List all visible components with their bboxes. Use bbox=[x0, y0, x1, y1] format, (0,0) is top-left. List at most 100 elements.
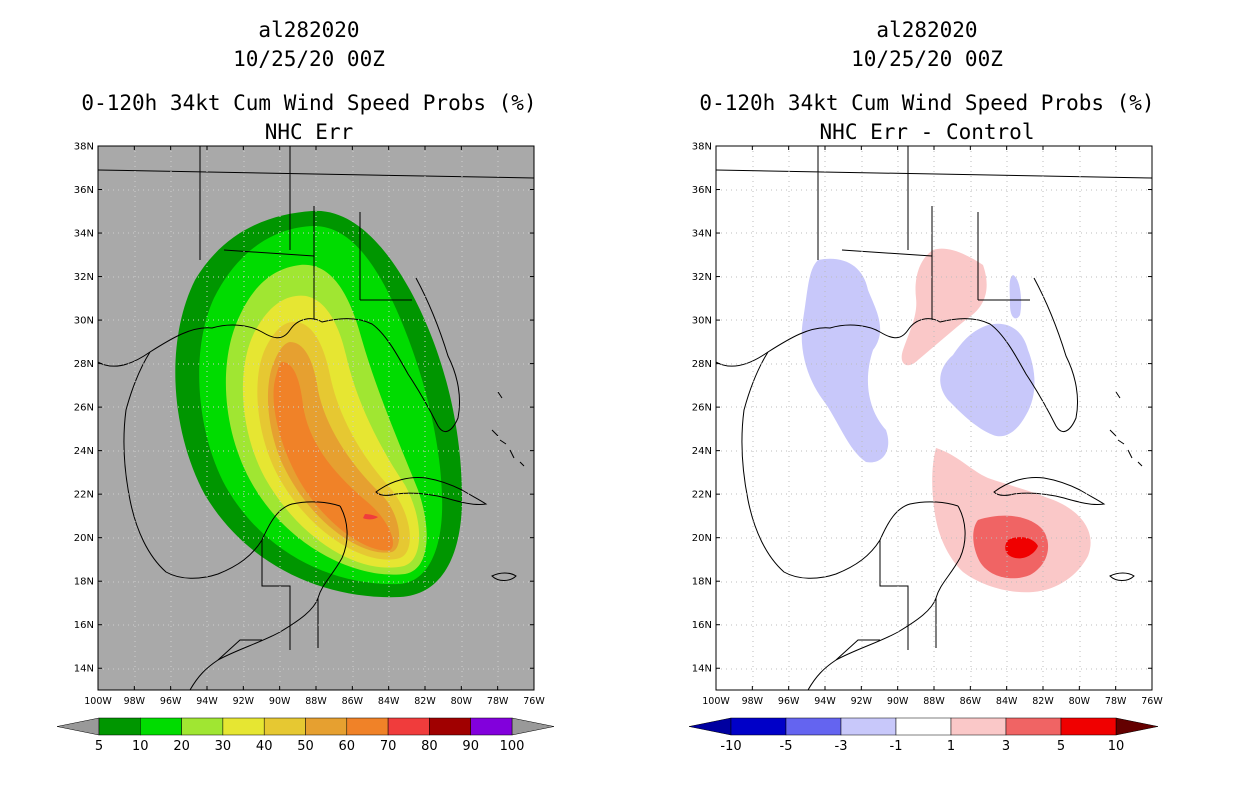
diff-negative-strip bbox=[1009, 275, 1022, 319]
colorbar-over-triangle bbox=[511, 717, 555, 736]
colorbar-swatch bbox=[1005, 717, 1062, 736]
colorbar-label: 50 bbox=[297, 739, 314, 754]
left-probability-contours bbox=[175, 210, 463, 598]
cuba-coastline bbox=[375, 477, 488, 505]
lat-label: 36N bbox=[692, 185, 712, 196]
right-datetime: 10/25/20 00Z bbox=[851, 47, 1003, 71]
lon-label: 100W bbox=[702, 696, 730, 707]
lat-label: 28N bbox=[692, 359, 712, 370]
lon-label: 78W bbox=[487, 696, 509, 707]
prob-contour-30 bbox=[242, 295, 420, 568]
prob-contour-20 bbox=[225, 264, 427, 575]
prob-contour-70 bbox=[363, 514, 378, 520]
lon-label: 94W bbox=[814, 696, 836, 707]
left-storm-id: al282020 bbox=[258, 18, 360, 42]
right-map-frame bbox=[715, 145, 1153, 691]
lat-label: 26N bbox=[74, 403, 94, 414]
lon-label: 84W bbox=[378, 696, 400, 707]
lon-label: 82W bbox=[1032, 696, 1054, 707]
lon-label: 86W bbox=[960, 696, 982, 707]
colorbar-swatch bbox=[895, 717, 952, 736]
lat-label: 36N bbox=[74, 185, 94, 196]
lat-label: 24N bbox=[74, 446, 94, 457]
lat-label: 26N bbox=[692, 403, 712, 414]
central-america-borders bbox=[835, 540, 937, 661]
lon-label: 76W bbox=[523, 696, 545, 707]
right-lon-axis: 100W 98W 96W 94W 92W 90W 88W 86W 84W 82W 80W 78W 76W bbox=[702, 146, 1163, 707]
colorbar-label: 90 bbox=[462, 739, 479, 754]
left-lon-axis: 100W 98W 96W 94W 92W 90W 88W 86W 84W 82W 80W 78W 76W bbox=[84, 146, 545, 707]
lon-label: 96W bbox=[778, 696, 800, 707]
diff-negative-west bbox=[801, 258, 889, 463]
texas-mexico-coastline bbox=[741, 351, 959, 579]
right-colorbar: -10 -5 -3 -1 1 3 5 10 bbox=[688, 717, 1159, 754]
yucatan-coastline bbox=[189, 505, 348, 690]
lat-label: 30N bbox=[74, 316, 94, 327]
yucatan-coastline bbox=[807, 505, 966, 690]
colorbar-label: 10 bbox=[132, 739, 149, 754]
right-subtitle: NHC Err - Control bbox=[819, 120, 1035, 144]
right-storm-id: al282020 bbox=[876, 18, 978, 42]
diff-positive-3 bbox=[973, 515, 1049, 579]
right-title: 0-120h 34kt Cum Wind Speed Probs (%) bbox=[699, 91, 1155, 115]
lat-label: 34N bbox=[692, 229, 712, 240]
colorbar-swatch bbox=[1060, 717, 1117, 736]
right-panel: al282020 10/25/20 00Z 0-120h 34kt Cum Wi… bbox=[618, 0, 1236, 800]
colorbar-swatch bbox=[785, 717, 842, 736]
lat-label: 20N bbox=[692, 533, 712, 544]
bahamas-coastline bbox=[1109, 391, 1143, 467]
colorbar-under-triangle bbox=[688, 717, 732, 736]
lat-label: 14N bbox=[692, 664, 712, 675]
cuba-coastline bbox=[993, 477, 1106, 505]
colorbar-label: 5 bbox=[1057, 739, 1065, 754]
left-map-frame bbox=[97, 145, 535, 691]
colorbar-label: 5 bbox=[95, 739, 103, 754]
colorbar-label: 100 bbox=[500, 739, 525, 754]
left-map-background bbox=[98, 146, 534, 690]
lat-label: 20N bbox=[74, 533, 94, 544]
lon-label: 98W bbox=[124, 696, 146, 707]
lon-label: 98W bbox=[742, 696, 764, 707]
lat-label: 32N bbox=[692, 272, 712, 283]
colorbar-label: 10 bbox=[1108, 739, 1125, 754]
lon-label: 92W bbox=[851, 696, 873, 707]
colorbar-swatch bbox=[470, 717, 513, 736]
colorbar-swatch bbox=[950, 717, 1007, 736]
diff-positive-5 bbox=[1005, 537, 1038, 559]
texas-mexico-coastline bbox=[123, 351, 341, 579]
left-colorbar: 5 10 20 30 40 50 60 70 80 90 100 bbox=[56, 717, 555, 754]
colorbar-swatch bbox=[305, 717, 348, 736]
colorbar-swatch bbox=[429, 717, 471, 736]
lat-label: 16N bbox=[692, 620, 712, 631]
lon-label: 92W bbox=[233, 696, 255, 707]
colorbar-over-triangle bbox=[1115, 717, 1159, 736]
colorbar-under-triangle bbox=[56, 717, 100, 736]
lon-label: 90W bbox=[269, 696, 291, 707]
prob-contour-40 bbox=[257, 321, 410, 560]
colorbar-label: 60 bbox=[339, 739, 356, 754]
lat-label: 30N bbox=[692, 316, 712, 327]
colorbar-swatch bbox=[222, 717, 265, 736]
prob-contour-50 bbox=[267, 342, 400, 553]
colorbar-swatch bbox=[263, 717, 306, 736]
colorbar-label: -1 bbox=[890, 739, 903, 754]
lon-label: 96W bbox=[160, 696, 182, 707]
lat-label: 34N bbox=[74, 229, 94, 240]
colorbar-label: 3 bbox=[1002, 739, 1010, 754]
colorbar-swatch bbox=[181, 717, 224, 736]
diff-positive-south bbox=[932, 448, 1091, 593]
colorbar-swatch bbox=[140, 717, 182, 736]
diff-negative-east bbox=[940, 323, 1035, 437]
state-borders bbox=[716, 146, 1152, 320]
colorbar-label: 70 bbox=[380, 739, 397, 754]
lon-label: 90W bbox=[887, 696, 909, 707]
left-coastlines bbox=[98, 146, 534, 690]
jamaica-coastline bbox=[491, 572, 517, 581]
jamaica-coastline bbox=[1109, 572, 1135, 581]
lon-label: 80W bbox=[451, 696, 473, 707]
colorbar-swatch bbox=[346, 717, 389, 736]
colorbar-label: 20 bbox=[173, 739, 190, 754]
lat-label: 16N bbox=[74, 620, 94, 631]
diff-positive-north bbox=[901, 248, 987, 366]
